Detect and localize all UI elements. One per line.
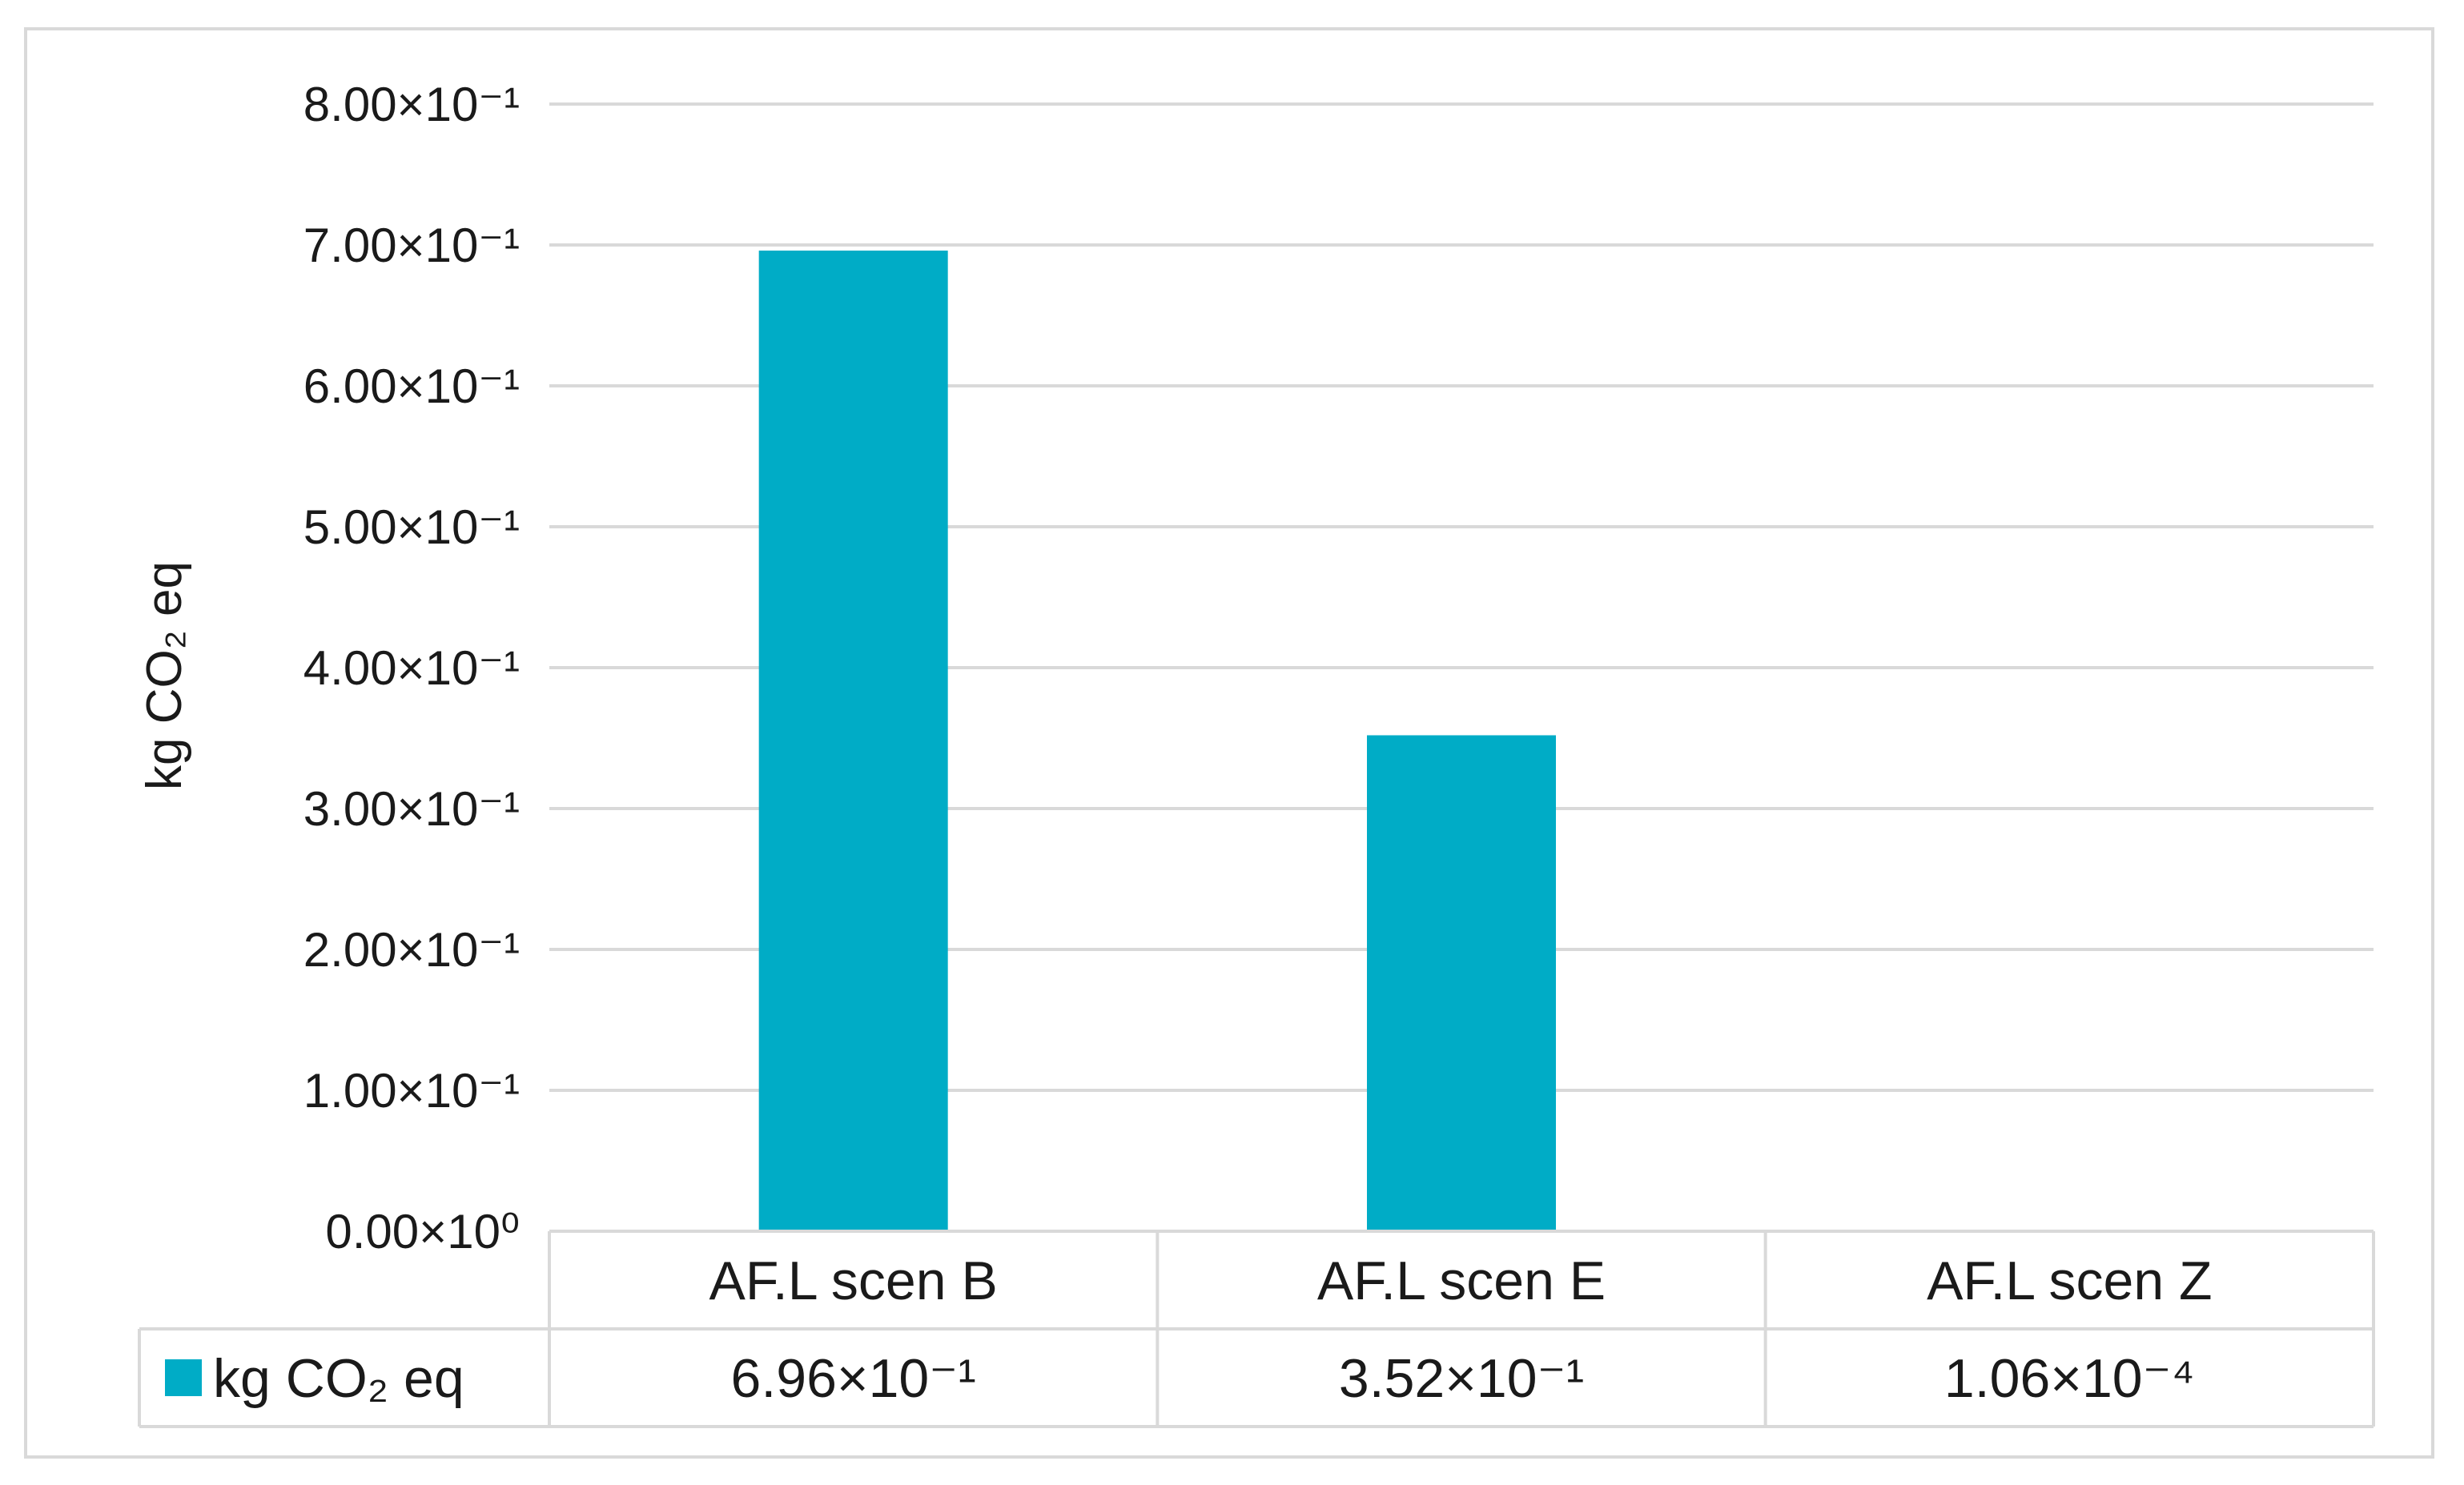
- y-tick-label: 0.00×10⁰: [325, 1205, 520, 1258]
- bars: [758, 251, 2165, 1231]
- legend-label: kg CO₂ eq: [213, 1348, 464, 1409]
- legend-swatch: [165, 1359, 202, 1396]
- chart-frame: 0.00×10⁰ 1.00×10⁻¹ 2.00×10⁻¹ 3.00×10⁻¹ 4.00×…: [24, 27, 2434, 1459]
- y-tick-label: 8.00×10⁻¹: [303, 78, 520, 131]
- y-tick-label: 1.00×10⁻¹: [303, 1064, 520, 1118]
- data-value-label: 3.52×10⁻¹: [1339, 1348, 1584, 1409]
- x-category-label: AF.L scen Z: [1927, 1250, 2213, 1311]
- y-tick-label: 7.00×10⁻¹: [303, 219, 520, 272]
- x-category-label: AF.L scen B: [709, 1250, 998, 1311]
- bar: [758, 251, 948, 1231]
- data-table: AF.L scen B AF.L scen E AF.L scen Z 6.96×10…: [138, 1230, 2375, 1428]
- bar-chart: 0.00×10⁰ 1.00×10⁻¹ 2.00×10⁻¹ 3.00×10⁻¹ 4.00×…: [137, 78, 2375, 1428]
- data-value-label: 6.96×10⁻¹: [731, 1348, 976, 1409]
- y-axis-title: kg CO₂ eq: [137, 561, 192, 790]
- data-value-label: 1.06×10⁻⁴: [1944, 1348, 2195, 1409]
- y-axis-ticks: 0.00×10⁰ 1.00×10⁻¹ 2.00×10⁻¹ 3.00×10⁻¹ 4.00×…: [303, 78, 520, 1258]
- y-tick-label: 5.00×10⁻¹: [303, 500, 520, 554]
- bar: [1367, 735, 1556, 1231]
- y-tick-label: 2.00×10⁻¹: [303, 923, 520, 977]
- y-tick-label: 3.00×10⁻¹: [303, 782, 520, 836]
- x-category-label: AF.L scen E: [1317, 1250, 1606, 1311]
- y-tick-label: 6.00×10⁻¹: [303, 359, 520, 413]
- y-tick-label: 4.00×10⁻¹: [303, 641, 520, 695]
